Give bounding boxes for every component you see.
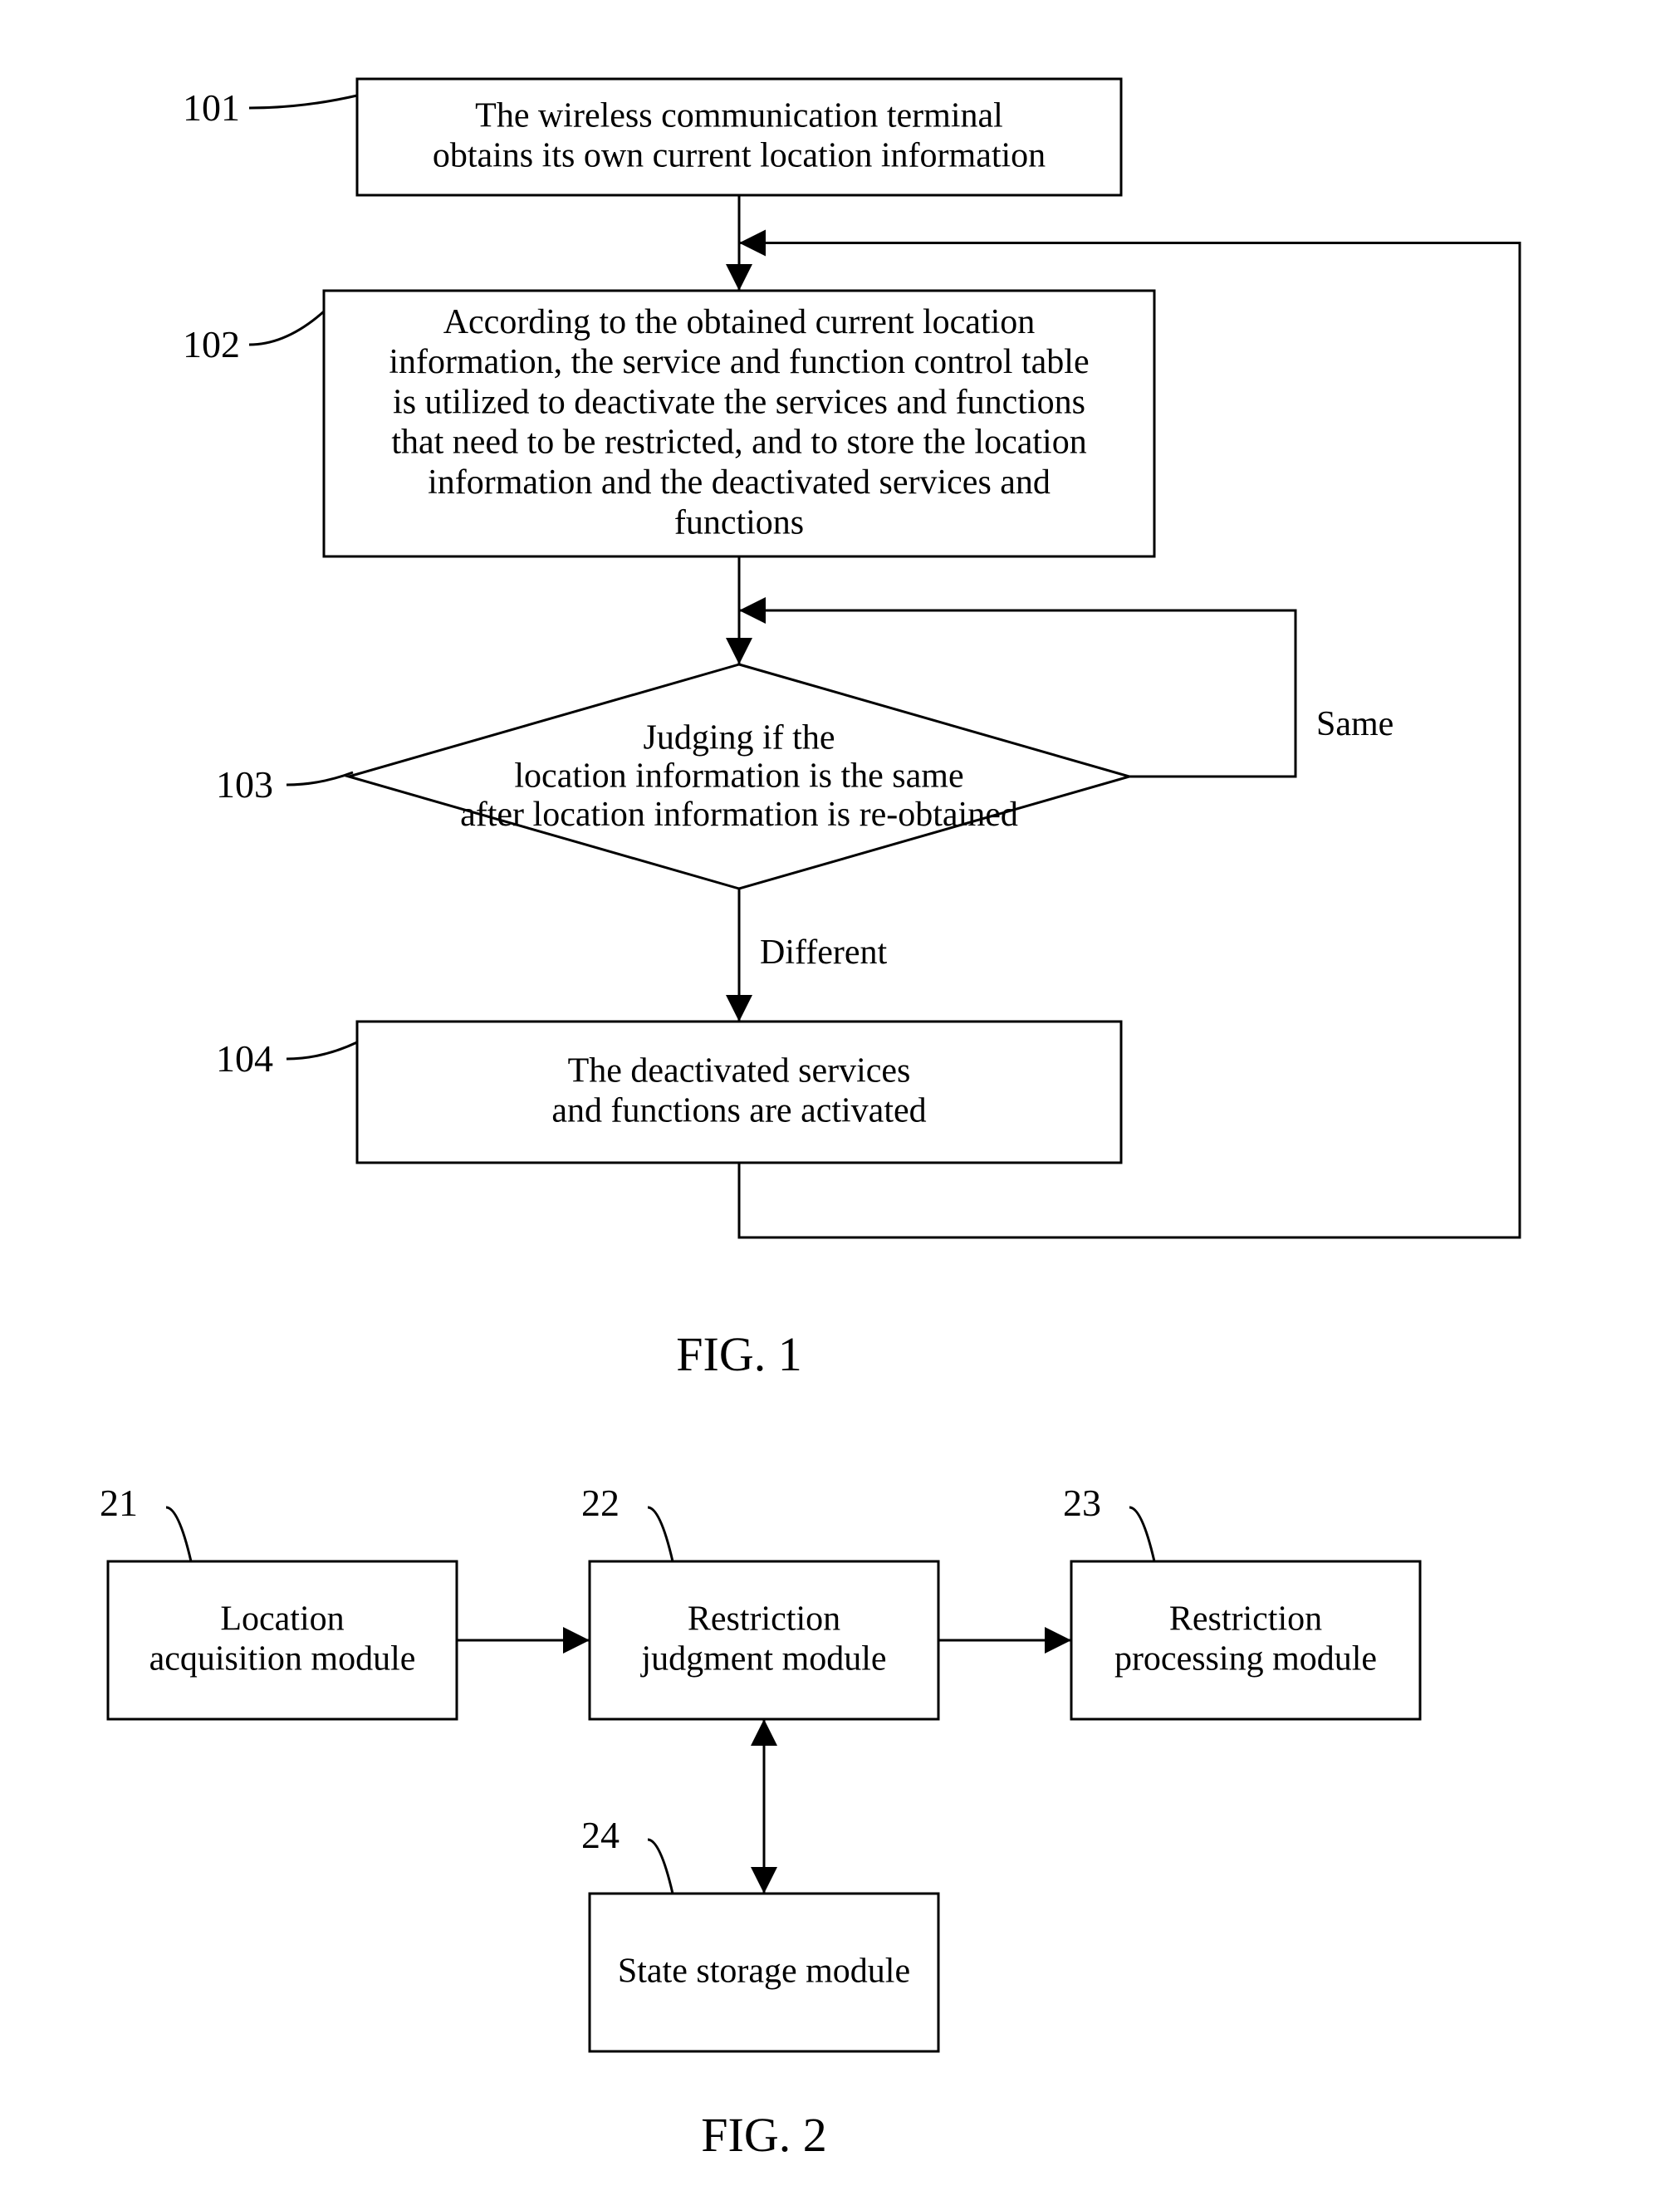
fig2-23-ref: 23 (1063, 1482, 1101, 1524)
fig1-box-104: The deactivated servicesand functions ar… (357, 1022, 1121, 1163)
fig2-box-22-line-1: judgment module (639, 1640, 886, 1678)
fig2-box-24-line-0: State storage module (618, 1953, 910, 1991)
fig2-box-21-line-1: acquisition module (149, 1640, 416, 1678)
fig2-23-leader (1129, 1507, 1154, 1561)
fig2-box-23-line-1: processing module (1114, 1640, 1377, 1678)
fig1-diamond-103-line-2: after location information is re-obtaine… (460, 796, 1018, 834)
fig2-21-ref: 21 (100, 1482, 138, 1524)
fig1-box-101-line-1: obtains its own current location informa… (433, 137, 1046, 175)
fig1-box-102-line-3: that need to be restricted, and to store… (391, 424, 1086, 462)
fig1-box-102: According to the obtained current locati… (324, 291, 1154, 556)
fig2-box-21-line-0: Location (220, 1600, 344, 1638)
fig2-box-24: State storage module (590, 1894, 938, 2051)
fig1-caption: FIG. 1 (676, 1327, 801, 1381)
fig1-leader-102 (249, 311, 324, 345)
fig1-box-104-line-0: The deactivated services (568, 1051, 911, 1090)
fig1-ref-101: 101 (183, 86, 240, 129)
fig1-label-same: Same (1316, 705, 1393, 743)
fig1-box-102-line-1: information, the service and function co… (389, 343, 1089, 381)
fig1-box-102-line-0: According to the obtained current locati… (443, 303, 1036, 341)
fig1-box-102-line-5: functions (674, 503, 804, 541)
fig2-22-ref: 22 (581, 1482, 620, 1524)
fig1-diamond-103-line-0: Judging if the (644, 718, 835, 757)
fig1-diamond-103: Judging if thelocation information is th… (349, 664, 1129, 889)
fig1-leader-104 (287, 1042, 357, 1059)
fig1-box-102-line-4: information and the deactivated services… (428, 463, 1051, 502)
fig2-21-leader (166, 1507, 191, 1561)
fig2-box-23-line-0: Restriction (1169, 1600, 1322, 1638)
fig2-box-21: Locationacquisition module (108, 1561, 457, 1719)
fig1-label-different: Different (760, 933, 887, 972)
fig2-box-22-line-0: Restriction (688, 1600, 840, 1638)
fig1-box-101-line-0: The wireless communication terminal (475, 96, 1003, 135)
fig2-22-leader (648, 1507, 673, 1561)
fig1-box-102-line-2: is utilized to deactivate the services a… (393, 383, 1085, 421)
fig1-leader-101 (249, 96, 357, 108)
fig1-leader-103 (287, 772, 353, 785)
fig1-ref-102: 102 (183, 323, 240, 365)
fig1-box-104-line-1: and functions are activated (551, 1092, 926, 1130)
fig2-caption: FIG. 2 (701, 2108, 826, 2162)
fig1-ref-103: 103 (216, 763, 273, 806)
fig2-24-leader (648, 1840, 673, 1894)
fig2-box-23: Restrictionprocessing module (1071, 1561, 1420, 1719)
fig1-diamond-103-line-1: location information is the same (514, 757, 963, 796)
fig2-24-ref: 24 (581, 1814, 620, 1856)
fig2-box-22: Restrictionjudgment module (590, 1561, 938, 1719)
fig1-ref-104: 104 (216, 1037, 273, 1080)
fig1-box-101: The wireless communication terminalobtai… (357, 79, 1121, 195)
